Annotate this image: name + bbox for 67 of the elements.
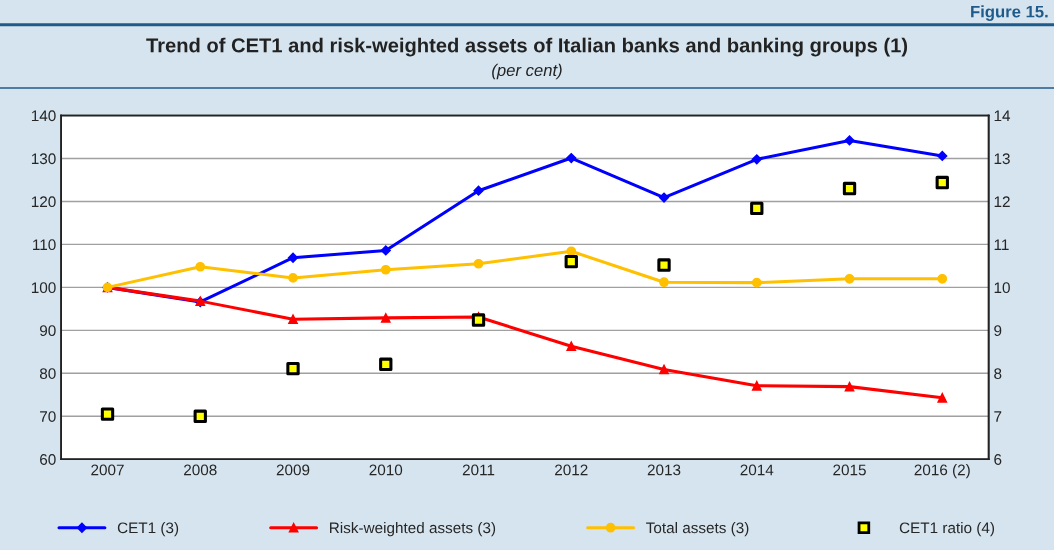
point: [937, 392, 948, 403]
y-tick-label: 80: [39, 368, 56, 379]
point: [288, 314, 298, 325]
point: [751, 277, 762, 288]
point: [842, 181, 857, 196]
point: [287, 252, 299, 263]
chart-title: Trend of CET1 and risk-weighted assets of Italian banks and banking groups (1): [146, 37, 908, 57]
point: [380, 313, 391, 323]
y-tick-label: 70: [40, 411, 56, 422]
x-tick-label: 2016 (2): [914, 464, 970, 479]
point: [379, 357, 393, 371]
y2-tick-label: 6: [994, 454, 1002, 465]
caption: Figure 15.: [971, 5, 1048, 21]
y-tick-label: 140: [31, 110, 56, 122]
y2-tick-label: 8: [994, 368, 1002, 379]
point: [566, 152, 577, 164]
point: [473, 185, 484, 196]
point: [380, 264, 391, 275]
y2-tick-label: 14: [994, 110, 1011, 122]
x-tick-label: 2013: [647, 464, 681, 476]
x-tick-label: 2007: [91, 464, 124, 476]
point: [471, 313, 486, 327]
y-tick-label: 90: [40, 325, 56, 337]
legend-label: CET1 ratio (4): [899, 522, 995, 537]
x-tick-label: 2008: [184, 464, 217, 476]
y-tick-label: 60: [40, 454, 56, 465]
y2-tick-label: 13: [994, 153, 1010, 165]
point: [659, 364, 669, 375]
point: [844, 273, 855, 284]
legend-label: CET1 (3): [117, 522, 179, 537]
point: [844, 381, 855, 392]
point: [286, 361, 300, 376]
x-tick-label: 2009: [276, 464, 310, 476]
y-tick-label: 130: [31, 153, 56, 165]
point: [937, 150, 948, 162]
point: [751, 154, 762, 165]
point: [937, 273, 948, 284]
point: [844, 135, 855, 146]
point: [750, 201, 764, 215]
legend-label: Risk-weighted assets (3): [330, 522, 496, 537]
point: [935, 175, 949, 190]
point: [473, 258, 484, 269]
point: [566, 341, 577, 352]
point: [100, 407, 115, 421]
chart-subtitle: (per cent): [492, 63, 562, 80]
x-tick-label: 2012: [555, 464, 588, 476]
point: [751, 380, 762, 391]
y2-tick-label: 10: [994, 282, 1010, 294]
point: [657, 258, 671, 272]
point: [564, 254, 578, 269]
y2-tick-label: 9: [994, 325, 1002, 337]
point: [380, 245, 391, 256]
y2-tick-label: 11: [994, 239, 1009, 250]
x-tick-label: 2011: [462, 464, 495, 476]
legend-label: Total assets (3): [646, 522, 749, 537]
y-tick-label: 120: [31, 196, 56, 208]
y-tick-label: 110: [33, 239, 56, 251]
point: [195, 261, 206, 272]
point: [659, 277, 669, 288]
point: [288, 273, 298, 283]
x-tick-label: 2014: [740, 464, 774, 476]
point: [193, 409, 207, 423]
y2-tick-label: 12: [994, 196, 1010, 207]
y2-tick-label: 7: [994, 411, 1002, 422]
x-tick-label: 2015: [833, 464, 866, 476]
y-tick-label: 100: [31, 282, 56, 294]
x-tick-label: 2010: [369, 464, 403, 476]
